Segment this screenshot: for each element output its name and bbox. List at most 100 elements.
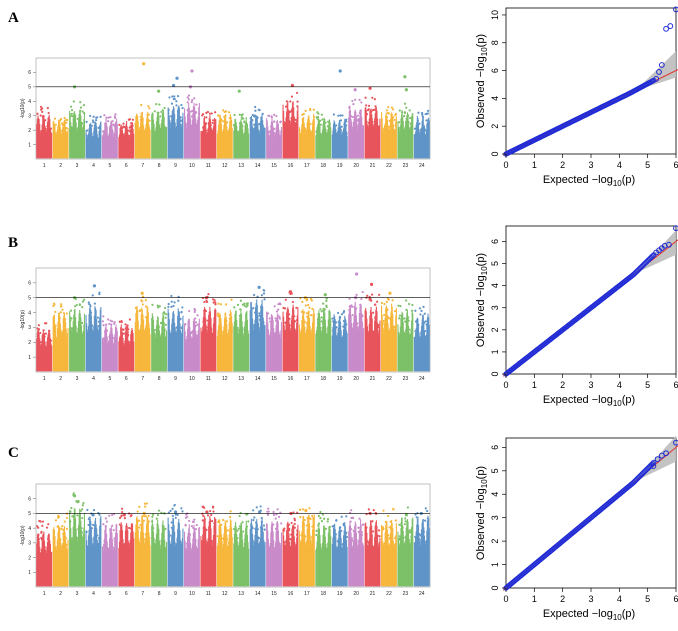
- y-tick-label: 3: [490, 305, 500, 310]
- snp-point: [181, 306, 184, 309]
- snp-point: [138, 126, 142, 129]
- snp-point: [401, 321, 404, 324]
- snp-point: [98, 292, 101, 296]
- snp-point: [245, 531, 248, 535]
- snp-point: [423, 519, 427, 522]
- snp-point: [160, 539, 163, 542]
- snp-point: [142, 519, 146, 522]
- chromosome-tick-label: 7: [141, 163, 144, 169]
- chromosome-tick-label: 14: [255, 376, 261, 382]
- snp-point: [228, 313, 232, 316]
- snp-point: [376, 534, 379, 537]
- snp-point: [220, 119, 223, 122]
- snp-point: [101, 130, 105, 133]
- snp-point: [263, 298, 266, 301]
- snp-point: [345, 515, 348, 518]
- snp-point: [315, 529, 318, 532]
- snp-point: [360, 297, 363, 301]
- snp-point: [77, 528, 80, 531]
- snp-point: [89, 311, 93, 314]
- snp-point: [288, 313, 291, 316]
- snp-point: [59, 119, 62, 122]
- snp-point: [274, 527, 278, 531]
- snp-point: [205, 122, 208, 125]
- x-tick-label: 3: [588, 594, 593, 604]
- snp-point: [290, 95, 294, 98]
- snp-point: [206, 326, 210, 329]
- snp-point: [62, 528, 65, 531]
- snp-point: [161, 332, 165, 335]
- snp-point: [80, 123, 83, 126]
- snp-point: [205, 528, 208, 532]
- snp-point: [49, 339, 53, 342]
- snp-point: [88, 127, 91, 130]
- snp-point: [95, 116, 98, 119]
- snp-point: [320, 320, 323, 323]
- snp-point: [69, 309, 73, 312]
- snp-point: [422, 333, 425, 336]
- snp-point: [80, 527, 83, 530]
- snp-point: [40, 548, 43, 551]
- snp-point: [191, 99, 194, 102]
- snp-point: [228, 121, 232, 124]
- snp-point: [108, 335, 111, 339]
- peak-snp-point: [369, 282, 374, 286]
- qq-point: [651, 459, 657, 466]
- snp-point: [392, 508, 395, 511]
- snp-point: [382, 509, 385, 512]
- snp-point: [39, 108, 43, 111]
- snp-point: [144, 127, 148, 130]
- snp-point: [70, 327, 74, 330]
- snp-point: [358, 111, 361, 115]
- snp-point: [360, 101, 363, 104]
- snp-point: [320, 310, 323, 313]
- y-axis-label: Observed −log10(p): [475, 34, 489, 128]
- chromosome-tick-label: 11: [206, 163, 211, 169]
- snp-point: [65, 527, 68, 530]
- snp-point: [173, 95, 176, 98]
- snp-point: [266, 538, 269, 541]
- snp-point: [58, 317, 61, 320]
- snp-point: [236, 537, 239, 540]
- snp-point: [228, 317, 231, 320]
- snp-point: [350, 121, 353, 124]
- snp-point: [309, 517, 312, 520]
- snp-point: [311, 123, 314, 126]
- x-tick-label: 0: [503, 160, 508, 170]
- snp-point: [36, 327, 39, 330]
- snp-point: [130, 122, 133, 125]
- snp-point: [293, 526, 296, 529]
- y-tick-label: 5: [490, 261, 500, 266]
- snp-point: [151, 125, 154, 129]
- snp-point: [328, 534, 331, 538]
- snp-point: [393, 536, 397, 540]
- snp-point: [171, 534, 174, 537]
- snp-point: [237, 527, 240, 530]
- snp-point: [403, 102, 407, 105]
- chromosome-tick-label: 10: [189, 163, 195, 169]
- snp-point: [320, 316, 323, 319]
- snp-point: [288, 317, 291, 320]
- snp-point: [326, 520, 329, 523]
- snp-point: [230, 537, 233, 540]
- snp-point: [76, 117, 79, 120]
- snp-point: [212, 510, 215, 513]
- snp-point: [397, 538, 401, 541]
- chromosome-tick-label: 19: [337, 591, 343, 597]
- chromosome-tick-label: 20: [353, 376, 359, 382]
- snp-point: [407, 539, 411, 542]
- snp-point: [303, 321, 307, 324]
- qq-points: [503, 439, 678, 591]
- snp-point: [339, 119, 343, 122]
- snp-point: [365, 113, 369, 116]
- panel-letter-c: C: [8, 445, 19, 461]
- snp-point: [278, 317, 281, 320]
- snp-point: [417, 323, 420, 326]
- chromosome-23-points: [397, 102, 414, 159]
- chromosome-11-points: [200, 110, 217, 159]
- chromosome-12-points: [216, 298, 233, 372]
- y-tick-label: 0: [490, 151, 500, 156]
- snp-point: [126, 531, 129, 535]
- snp-point: [364, 325, 368, 329]
- snp-point: [54, 123, 57, 126]
